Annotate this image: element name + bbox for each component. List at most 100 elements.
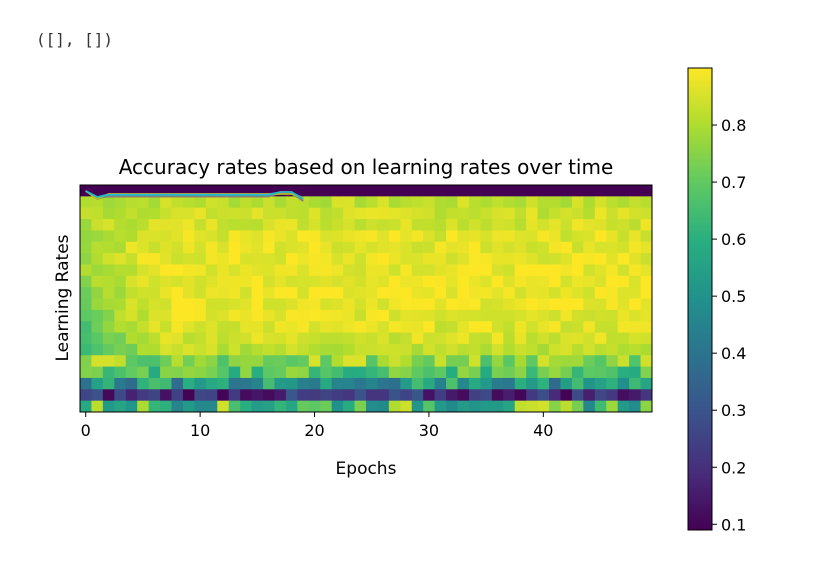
heatmap-cell	[457, 185, 470, 197]
heatmap-cell	[102, 253, 115, 265]
heatmap-cell	[182, 253, 195, 265]
heatmap-cell	[354, 275, 367, 288]
heatmap-cell	[331, 366, 344, 379]
heatmap-cell	[285, 321, 298, 334]
heatmap-cell	[491, 185, 504, 197]
heatmap-cell	[137, 332, 150, 345]
heatmap-cell	[125, 298, 138, 311]
heatmap-cell	[446, 253, 459, 265]
heatmap-cell	[583, 253, 596, 265]
heatmap-cell	[182, 355, 195, 368]
heatmap-cell	[263, 264, 275, 277]
heatmap-cell	[137, 241, 150, 254]
heatmap-cell	[537, 343, 550, 356]
heatmap-cell	[594, 230, 607, 243]
heatmap-cell	[297, 253, 310, 265]
heatmap-cell	[148, 287, 161, 299]
heatmap-cell	[526, 343, 539, 356]
heatmap-cell	[468, 196, 481, 209]
heatmap-cell	[434, 219, 447, 231]
heatmap-cell	[457, 219, 470, 231]
heatmap-cell	[583, 185, 596, 197]
heatmap-cell	[606, 219, 619, 231]
heatmap-cell	[194, 366, 207, 379]
heatmap-cell	[583, 287, 596, 299]
heatmap-cell	[514, 377, 527, 390]
heatmap-cell	[491, 287, 504, 299]
heatmap-cell	[125, 253, 138, 265]
heatmap-cell	[400, 366, 413, 379]
heatmap-cell	[434, 207, 447, 220]
heatmap-cell	[537, 207, 550, 220]
heatmap-cell	[549, 207, 561, 220]
heatmap-cell	[240, 332, 253, 345]
heatmap-cell	[114, 298, 127, 311]
heatmap-cell	[343, 321, 356, 334]
heatmap-cell	[194, 253, 207, 265]
heatmap-cell	[446, 241, 459, 254]
heatmap-cell	[217, 343, 230, 356]
heatmap-cell	[343, 207, 356, 220]
heatmap-cell	[160, 377, 173, 390]
heatmap-cell	[468, 389, 481, 402]
heatmap-cell	[537, 321, 550, 334]
heatmap-cell	[91, 264, 104, 277]
heatmap-cell	[320, 298, 333, 311]
heatmap-cell	[560, 389, 573, 402]
heatmap-cell	[526, 298, 539, 311]
heatmap-cell	[468, 241, 481, 254]
heatmap-cell	[240, 309, 253, 322]
heatmap-cell	[468, 343, 481, 356]
heatmap-cell	[606, 298, 619, 311]
heatmap-cell	[240, 196, 253, 209]
colorbar-tick-label: 0.3	[721, 401, 746, 420]
heatmap-cell	[468, 264, 481, 277]
heatmap-cell	[240, 207, 253, 220]
heatmap-cell	[80, 264, 92, 277]
heatmap-cell	[160, 298, 173, 311]
heatmap-cell	[423, 355, 436, 368]
heatmap-cell	[583, 219, 596, 231]
heatmap-cell	[228, 287, 241, 299]
heatmap-cell	[194, 219, 207, 231]
heatmap-cell	[629, 321, 642, 334]
heatmap-cell	[640, 275, 653, 288]
heatmap-cell	[503, 377, 516, 390]
heatmap-cell	[549, 389, 561, 402]
heatmap-cell	[457, 264, 470, 277]
heatmap-cell	[457, 253, 470, 265]
heatmap-cell	[102, 377, 115, 390]
heatmap-cell	[91, 366, 104, 379]
heatmap-cell	[468, 230, 481, 243]
heatmap-cell	[148, 377, 161, 390]
heatmap-cell	[377, 389, 390, 402]
heatmap-cell	[240, 219, 253, 231]
heatmap-cell	[480, 366, 493, 379]
colorbar-tick-label: 0.7	[721, 173, 746, 192]
heatmap-cell	[366, 196, 378, 209]
heatmap-cell	[434, 343, 447, 356]
heatmap-cell	[606, 366, 619, 379]
heatmap-cell	[366, 207, 378, 220]
heatmap-cell	[377, 355, 390, 368]
heatmap-cell	[526, 230, 539, 243]
heatmap-cell	[308, 321, 321, 334]
heatmap-cell	[114, 389, 127, 402]
heatmap-cell	[366, 253, 378, 265]
heatmap-cell	[228, 321, 241, 334]
heatmap-cell	[400, 219, 413, 231]
heatmap-cell	[263, 275, 275, 288]
heatmap-cell	[285, 355, 298, 368]
heatmap-cell	[240, 298, 253, 311]
heatmap-cell	[137, 298, 150, 311]
heatmap-cell	[434, 253, 447, 265]
heatmap-cell	[102, 264, 115, 277]
heatmap-cell	[194, 230, 207, 243]
heatmap-cell	[205, 219, 218, 231]
heatmap-cell	[411, 309, 424, 322]
heatmap-cell	[560, 219, 573, 231]
heatmap-cell	[171, 321, 184, 334]
heatmap-cell	[194, 207, 207, 220]
heatmap-cell	[320, 185, 333, 197]
heatmap-cell	[125, 207, 138, 220]
